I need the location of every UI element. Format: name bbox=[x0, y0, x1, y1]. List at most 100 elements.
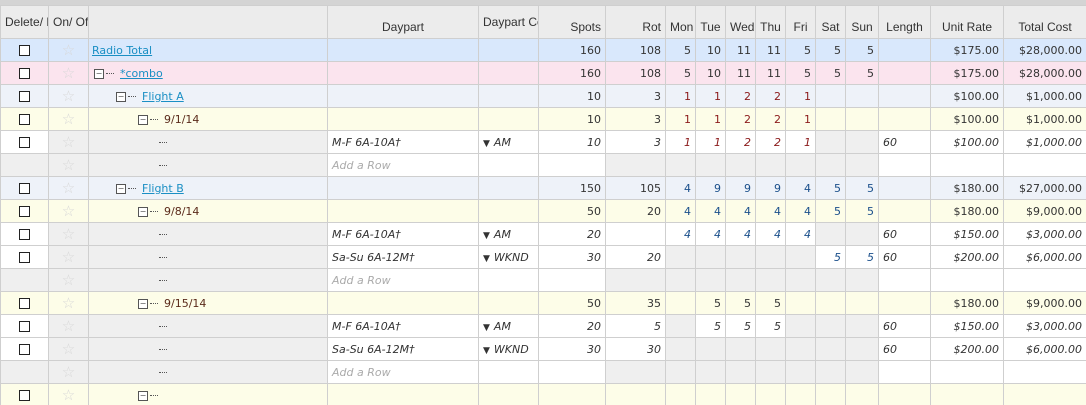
thu-cell[interactable]: 2 bbox=[755, 130, 786, 154]
length-cell[interactable]: 60 bbox=[878, 222, 931, 246]
checkbox-icon[interactable] bbox=[19, 137, 30, 148]
rot-cell[interactable] bbox=[605, 222, 666, 246]
star-icon[interactable]: ☆ bbox=[61, 224, 76, 243]
star-icon[interactable]: ☆ bbox=[61, 270, 76, 289]
collapse-minus-icon[interactable]: − bbox=[138, 206, 148, 217]
length-cell[interactable]: 60 bbox=[878, 130, 931, 154]
spots-cell[interactable]: 10 bbox=[538, 130, 606, 154]
caret-down-icon[interactable]: ▼ bbox=[483, 253, 490, 264]
star-icon[interactable]: ☆ bbox=[61, 293, 76, 312]
checkbox-icon[interactable] bbox=[19, 114, 30, 125]
star-icon[interactable]: ☆ bbox=[61, 201, 76, 220]
collapse-minus-icon[interactable]: − bbox=[138, 390, 148, 401]
checkbox-icon[interactable] bbox=[19, 321, 30, 332]
thu-cell[interactable] bbox=[755, 245, 786, 269]
daypart-code-cell[interactable]: ▼ AM bbox=[478, 314, 539, 338]
sat-cell[interactable] bbox=[815, 314, 846, 338]
sun-cell[interactable] bbox=[845, 130, 879, 154]
tue-cell[interactable] bbox=[695, 245, 726, 269]
spots-cell[interactable]: 30 bbox=[538, 245, 606, 269]
daypart-cell[interactable]: M-F 6A-10A† bbox=[327, 314, 479, 338]
daypart-cell[interactable]: Sa-Su 6A-12M† bbox=[327, 337, 479, 361]
star-icon[interactable]: ☆ bbox=[61, 316, 76, 335]
caret-down-icon[interactable]: ▼ bbox=[483, 230, 490, 241]
sun-cell[interactable] bbox=[845, 314, 879, 338]
total-name[interactable]: Radio Total bbox=[92, 43, 153, 57]
star-icon[interactable]: ☆ bbox=[61, 63, 76, 82]
daypart-cell[interactable]: M-F 6A-10A† bbox=[327, 130, 479, 154]
daypart-code-cell[interactable]: ▼ WKND bbox=[478, 337, 539, 361]
spots-cell[interactable]: 20 bbox=[538, 314, 606, 338]
total-cost-cell[interactable]: $6,000.00 bbox=[1003, 245, 1086, 269]
checkbox-icon[interactable] bbox=[19, 252, 30, 263]
checkbox-icon[interactable] bbox=[19, 68, 30, 79]
wed-cell[interactable]: 4 bbox=[725, 222, 756, 246]
checkbox-icon[interactable] bbox=[19, 206, 30, 217]
collapse-minus-icon[interactable]: − bbox=[116, 91, 126, 102]
mon-cell[interactable]: 4 bbox=[665, 222, 696, 246]
daypart-cell[interactable]: Add a Row bbox=[327, 360, 479, 384]
fri-cell[interactable] bbox=[785, 245, 816, 269]
caret-down-icon[interactable]: ▼ bbox=[483, 138, 490, 149]
length-cell[interactable]: 60 bbox=[878, 245, 931, 269]
collapse-minus-icon[interactable]: − bbox=[116, 183, 126, 194]
sat-cell[interactable]: 5 bbox=[815, 245, 846, 269]
rot-cell[interactable]: 5 bbox=[605, 314, 666, 338]
add-row-link[interactable]: Add a Row bbox=[332, 365, 391, 379]
star-icon[interactable]: ☆ bbox=[61, 86, 76, 105]
unit-rate-cell[interactable]: $150.00 bbox=[930, 314, 1004, 338]
fri-cell[interactable]: 1 bbox=[785, 130, 816, 154]
total-cost-cell[interactable]: $1,000.00 bbox=[1003, 130, 1086, 154]
combo-name[interactable]: *combo bbox=[120, 66, 163, 80]
sat-cell[interactable] bbox=[815, 222, 846, 246]
total-cost-cell[interactable]: $6,000.00 bbox=[1003, 337, 1086, 361]
daypart-cell[interactable]: Add a Row bbox=[327, 153, 479, 177]
collapse-minus-icon[interactable]: − bbox=[138, 298, 148, 309]
wed-cell[interactable]: 5 bbox=[725, 314, 756, 338]
sat-cell[interactable] bbox=[815, 130, 846, 154]
collapse-minus-icon[interactable]: − bbox=[94, 68, 104, 79]
spots-cell[interactable]: 20 bbox=[538, 222, 606, 246]
star-icon[interactable]: ☆ bbox=[61, 132, 76, 151]
tue-cell[interactable] bbox=[695, 337, 726, 361]
thu-cell[interactable] bbox=[755, 337, 786, 361]
unit-rate-cell[interactable]: $150.00 bbox=[930, 222, 1004, 246]
tue-cell[interactable]: 1 bbox=[695, 130, 726, 154]
thu-cell[interactable]: 4 bbox=[755, 222, 786, 246]
thu-cell[interactable]: 5 bbox=[755, 314, 786, 338]
sat-cell[interactable] bbox=[815, 337, 846, 361]
star-icon[interactable]: ☆ bbox=[61, 178, 76, 197]
unit-rate-cell[interactable]: $200.00 bbox=[930, 245, 1004, 269]
mon-cell[interactable] bbox=[665, 337, 696, 361]
fri-cell[interactable] bbox=[785, 337, 816, 361]
sun-cell[interactable] bbox=[845, 222, 879, 246]
mon-cell[interactable] bbox=[665, 245, 696, 269]
add-row-link[interactable]: Add a Row bbox=[332, 273, 391, 287]
star-icon[interactable]: ☆ bbox=[61, 362, 76, 381]
fri-cell[interactable]: 4 bbox=[785, 222, 816, 246]
star-icon[interactable]: ☆ bbox=[61, 109, 76, 128]
fri-cell[interactable] bbox=[785, 314, 816, 338]
unit-rate-cell[interactable]: $100.00 bbox=[930, 130, 1004, 154]
daypart-code-cell[interactable]: ▼ AM bbox=[478, 222, 539, 246]
checkbox-icon[interactable] bbox=[19, 298, 30, 309]
sun-cell[interactable]: 5 bbox=[845, 245, 879, 269]
checkbox-icon[interactable] bbox=[19, 91, 30, 102]
star-icon[interactable]: ☆ bbox=[61, 247, 76, 266]
daypart-code-cell[interactable]: ▼ WKND bbox=[478, 245, 539, 269]
total-cost-cell[interactable]: $3,000.00 bbox=[1003, 222, 1086, 246]
rot-cell[interactable]: 30 bbox=[605, 337, 666, 361]
star-icon[interactable]: ☆ bbox=[61, 339, 76, 358]
add-row-link[interactable]: Add a Row bbox=[332, 158, 391, 172]
daypart-cell[interactable]: Add a Row bbox=[327, 268, 479, 292]
rot-cell[interactable]: 20 bbox=[605, 245, 666, 269]
daypart-cell[interactable]: Sa-Su 6A-12M† bbox=[327, 245, 479, 269]
star-icon[interactable]: ☆ bbox=[61, 40, 76, 59]
spots-cell[interactable]: 30 bbox=[538, 337, 606, 361]
checkbox-icon[interactable] bbox=[19, 45, 30, 56]
flight-name[interactable]: Flight B bbox=[142, 181, 184, 195]
checkbox-icon[interactable] bbox=[19, 229, 30, 240]
tue-cell[interactable]: 5 bbox=[695, 314, 726, 338]
checkbox-icon[interactable] bbox=[19, 183, 30, 194]
star-icon[interactable]: ☆ bbox=[61, 385, 76, 404]
